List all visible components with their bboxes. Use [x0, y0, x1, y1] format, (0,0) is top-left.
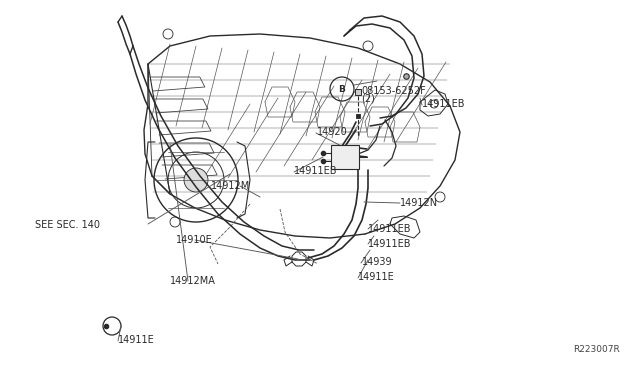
Text: 14912N: 14912N: [400, 198, 438, 208]
Text: 14911EB: 14911EB: [368, 239, 412, 248]
FancyBboxPatch shape: [331, 145, 359, 169]
Text: 14912MA: 14912MA: [170, 276, 216, 286]
Text: R223007R: R223007R: [573, 345, 620, 354]
Text: 14911EB: 14911EB: [368, 224, 412, 234]
Text: 14912M: 14912M: [211, 181, 250, 191]
Text: SEE SEC. 140: SEE SEC. 140: [35, 220, 100, 230]
Text: 14911E: 14911E: [118, 336, 155, 345]
Text: 14911E: 14911E: [358, 272, 395, 282]
Text: 14939: 14939: [362, 257, 392, 267]
Text: 14920: 14920: [317, 127, 348, 137]
Text: 14910E: 14910E: [176, 235, 212, 245]
Circle shape: [184, 168, 208, 192]
Text: B: B: [339, 84, 346, 93]
Text: 14911EB: 14911EB: [422, 99, 466, 109]
Text: 08153-6252F: 08153-6252F: [362, 86, 426, 96]
Text: 14911EB: 14911EB: [294, 166, 338, 176]
Text: (2): (2): [362, 94, 376, 103]
